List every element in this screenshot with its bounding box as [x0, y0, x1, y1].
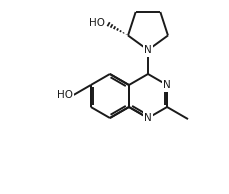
Text: N: N	[162, 80, 170, 90]
Text: N: N	[144, 45, 151, 55]
Text: HO: HO	[57, 90, 72, 100]
Text: HO: HO	[89, 18, 105, 28]
Text: N: N	[144, 113, 151, 123]
